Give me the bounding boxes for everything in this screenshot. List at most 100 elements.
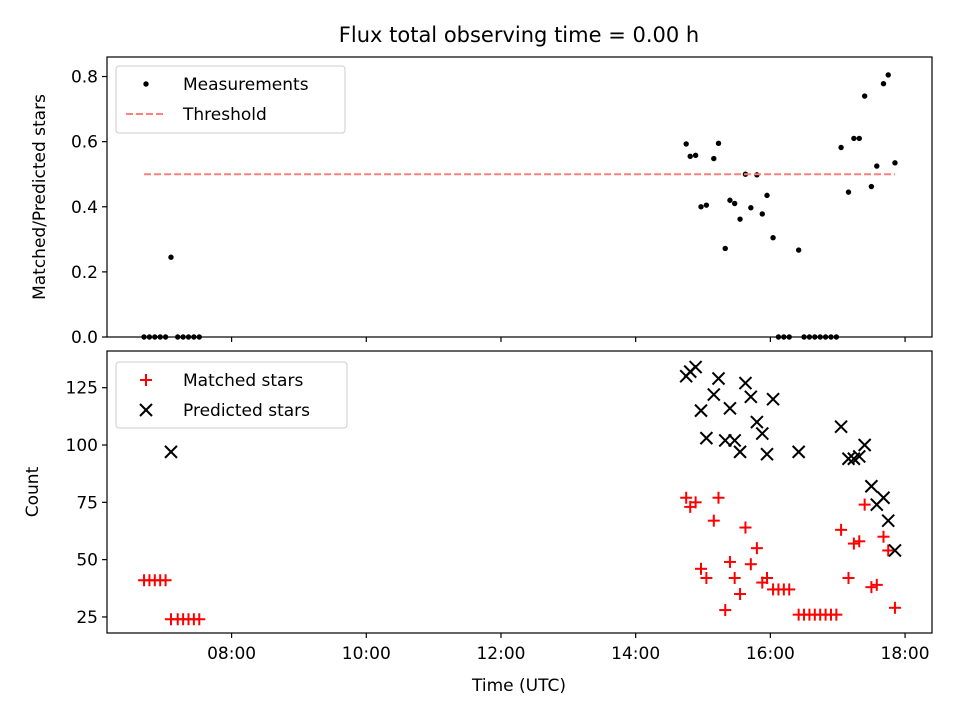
predicted-stars-point xyxy=(876,491,891,505)
matched-stars-point xyxy=(695,562,707,575)
matched-stars-point xyxy=(882,544,895,557)
predicted-stars-point xyxy=(738,376,753,390)
measurement-point xyxy=(683,141,689,147)
matched-stars-point xyxy=(723,555,736,568)
predicted-stars-point xyxy=(688,360,703,374)
matched-stars-point xyxy=(750,542,763,555)
measurement-point xyxy=(838,144,844,151)
matched-stars-point xyxy=(728,571,741,584)
legend-predicted-label: Predicted stars xyxy=(183,401,310,421)
x-tick-label: 10:00 xyxy=(342,644,391,664)
bottom-plot-area xyxy=(138,360,902,626)
matched-stars-point xyxy=(888,601,901,614)
measurement-point xyxy=(885,72,891,78)
predicted-stars-point xyxy=(881,513,895,528)
measurement-point xyxy=(687,153,693,160)
predicted-stars-point xyxy=(760,447,774,461)
measurement-point xyxy=(874,163,880,169)
x-tick-label: 14:00 xyxy=(611,644,660,664)
measurement-point xyxy=(698,204,704,210)
predicted-stars-point xyxy=(841,452,856,466)
y-tick-label: 0.2 xyxy=(71,263,98,283)
matched-stars-point xyxy=(680,491,693,504)
predicted-stars-point xyxy=(864,479,879,493)
matched-stars-point xyxy=(853,535,866,548)
bottom-axes-frame xyxy=(106,350,933,634)
measurement-point xyxy=(770,234,776,241)
measurement-point xyxy=(703,202,710,208)
matched-stars-point xyxy=(689,496,702,509)
y-tick-label: 75 xyxy=(76,493,98,513)
y-tick-label: 50 xyxy=(76,551,98,571)
x-tick-label: 16:00 xyxy=(746,644,795,664)
top-y-axis-label: Matched/Predicted stars xyxy=(30,94,50,300)
predicted-stars-point xyxy=(164,445,178,459)
predicted-stars-point xyxy=(727,433,742,448)
measurement-point xyxy=(748,205,754,211)
x-axis-label: Time (UTC) xyxy=(471,676,566,696)
bottom-y-axis-label: Count xyxy=(23,466,43,517)
measurement-point xyxy=(168,254,174,260)
predicted-stars-point xyxy=(711,371,726,386)
bottom-legend-box xyxy=(115,361,348,429)
matched-stars-point xyxy=(707,514,720,527)
y-tick-label: 100 xyxy=(66,436,98,456)
predicted-stars-point xyxy=(718,433,732,448)
matched-stars-point xyxy=(858,498,871,511)
legend-matched-marker xyxy=(140,374,152,386)
predicted-stars-point xyxy=(723,401,737,416)
predicted-stars-point xyxy=(834,419,848,434)
matched-stars-point xyxy=(842,571,855,584)
matched-stars-point xyxy=(847,537,860,550)
predicted-stars-point xyxy=(707,387,721,402)
predicted-stars-point xyxy=(755,426,769,441)
measurement-point xyxy=(692,152,699,159)
y-tick-label: 0.4 xyxy=(71,198,98,218)
x-tick-label: 12:00 xyxy=(476,644,525,664)
y-tick-label: 125 xyxy=(66,379,98,399)
matched-stars-point xyxy=(193,613,206,626)
x-tick-label: 18:00 xyxy=(881,644,930,664)
x-tick-label: 08:00 xyxy=(207,644,256,664)
measurement-point xyxy=(731,200,738,207)
legend-measurements-label: Measurements xyxy=(183,75,309,95)
legend-measurements-marker xyxy=(143,81,149,87)
measurement-point xyxy=(861,93,868,99)
matched-stars-point xyxy=(734,588,747,601)
top-legend: Measurements Threshold xyxy=(115,65,346,134)
predicted-stars-point xyxy=(888,543,902,558)
matched-stars-point xyxy=(159,574,172,587)
matched-stars-point xyxy=(835,523,848,536)
measurement-point xyxy=(856,135,862,142)
y-tick-label: 0.6 xyxy=(71,133,98,153)
matched-stars-point xyxy=(712,491,725,504)
measurement-point xyxy=(845,189,852,195)
measurement-point xyxy=(892,160,898,166)
measurement-point xyxy=(851,135,857,142)
measurement-point xyxy=(880,80,887,87)
measurement-point xyxy=(727,197,733,203)
matched-stars-point xyxy=(830,608,843,621)
predicted-stars-point xyxy=(733,445,747,459)
chart-title: Flux total observing time = 0.00 h xyxy=(339,23,699,47)
y-tick-label: 0.0 xyxy=(71,328,98,348)
predicted-stars-point xyxy=(744,390,758,404)
legend-matched-label: Matched stars xyxy=(183,371,303,391)
predicted-stars-point xyxy=(694,403,708,418)
bottom-axis-ticks: 08:00 10:00 12:00 14:00 16:00 18:00 25 50 75 100 1… xyxy=(66,379,930,664)
top-axes-frame xyxy=(106,56,933,338)
measurement-point xyxy=(722,245,728,252)
measurement-point xyxy=(795,247,802,253)
predicted-stars-point xyxy=(766,392,780,406)
matched-stars-point xyxy=(700,571,713,584)
matched-stars-point xyxy=(761,571,773,584)
predicted-stars-point xyxy=(791,445,806,459)
predicted-stars-point xyxy=(852,449,866,464)
measurement-point xyxy=(737,216,743,222)
measurement-point xyxy=(759,211,765,217)
matched-stars-point xyxy=(744,558,757,571)
measurement-point xyxy=(764,192,770,199)
matched-stars-point xyxy=(719,604,732,617)
measurement-point xyxy=(711,155,717,162)
